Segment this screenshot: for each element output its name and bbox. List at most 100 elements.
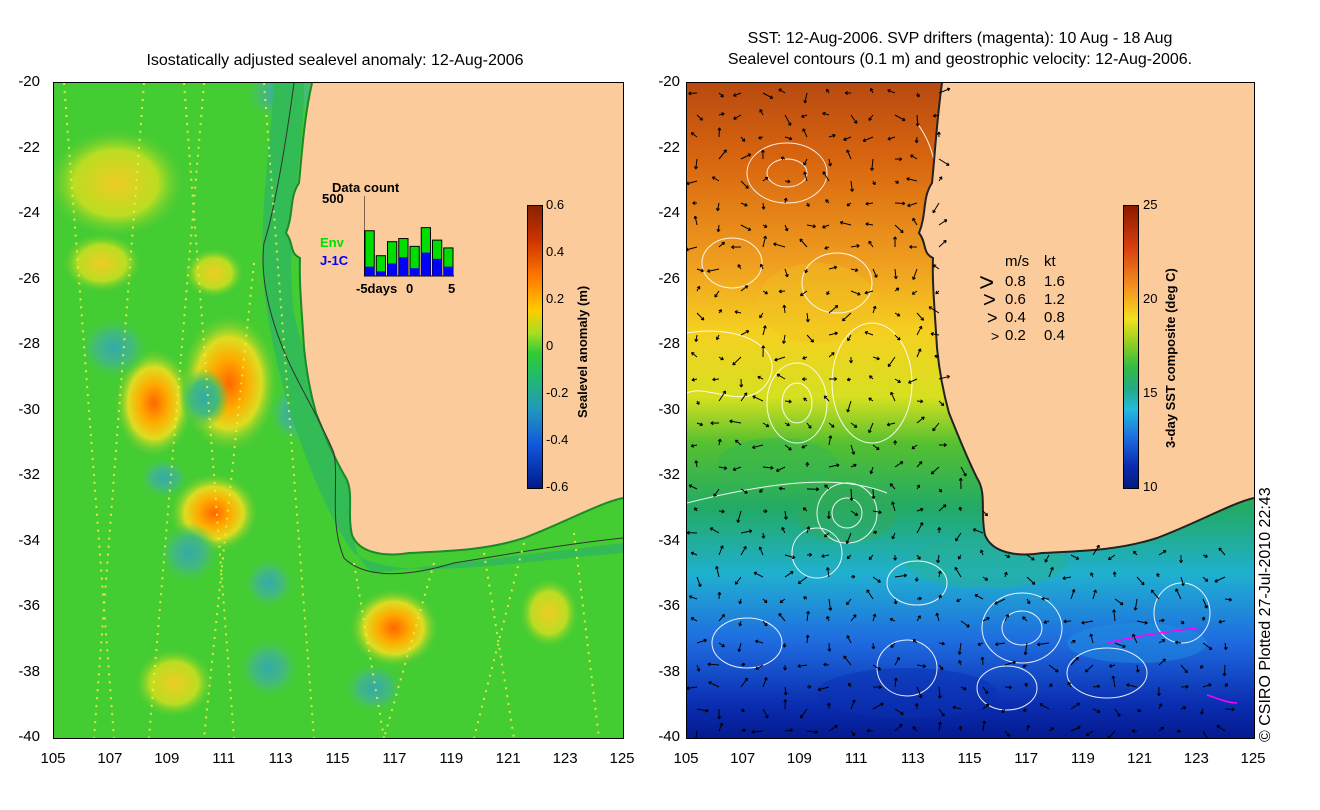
- velocity-arrow: [760, 149, 765, 160]
- velocity-arrow: [762, 224, 768, 228]
- velocity-arrow: [806, 552, 813, 557]
- velocity-arrow: [696, 268, 704, 273]
- velocity-arrow: [938, 594, 942, 600]
- left-lat-tick: -32: [18, 466, 40, 483]
- sla-colorbar-label: Sealevel anomaly (m): [575, 285, 590, 418]
- velocity-arrow: [740, 662, 746, 667]
- velocity-arrow: [753, 571, 764, 578]
- sla-colorbar-tick: 0.6: [546, 197, 565, 212]
- velocity-arrow: [1107, 554, 1116, 561]
- velocity-arrow: [1224, 597, 1232, 602]
- velocity-arrow: [825, 88, 830, 94]
- sealevel-anomaly-map[interactable]: Data count 500 Env J-1C -5days 0 5 0.6 0.…: [53, 82, 624, 739]
- sla-colorbar-tick: 0.2: [546, 291, 565, 306]
- velocity-arrow: [848, 682, 852, 688]
- velocity-arrow: [707, 662, 720, 667]
- sla-colorbar-tick: -0.6: [546, 479, 569, 494]
- velocity-arrow: [696, 114, 703, 121]
- velocity-arrow: [1223, 642, 1228, 651]
- velocity-arrow: [868, 397, 874, 402]
- velocity-arrow: [916, 522, 924, 534]
- velocity-arrow: [846, 635, 852, 644]
- velocity-arrow: [738, 620, 743, 627]
- velocity-arrow: [1092, 708, 1101, 714]
- velocity-legend-ms-header: m/s: [1005, 253, 1030, 270]
- velocity-arrow: [1202, 642, 1213, 651]
- velocity-arrow: [958, 725, 963, 732]
- velocity-arrow: [694, 158, 698, 170]
- velocity-legend-kt: 0.4: [1044, 327, 1065, 344]
- velocity-arrow: [1108, 663, 1116, 668]
- velocity-arrow: [718, 722, 724, 732]
- velocity-arrow: [886, 422, 896, 427]
- velocity-arrow: [824, 246, 830, 250]
- velocity-arrow: [782, 334, 786, 344]
- velocity-arrow: [802, 128, 808, 138]
- velocity-arrow: [994, 598, 1006, 605]
- velocity-arrow: [762, 290, 769, 295]
- velocity-arrow: [1048, 566, 1054, 578]
- sla-colorbar-tick: 0: [546, 338, 554, 353]
- right-lat-tick: -20: [658, 73, 680, 90]
- velocity-arrow: [718, 466, 728, 470]
- sst-colorbar-tick: 15: [1143, 385, 1158, 400]
- velocity-arrow: [907, 202, 918, 208]
- velocity-arrow: [960, 686, 967, 691]
- velocity-arrow: [805, 462, 810, 468]
- j1c-count-bar: [443, 266, 453, 276]
- velocity-arrow: [932, 422, 940, 432]
- velocity-arrow: [1180, 620, 1185, 625]
- velocity-arrow: [828, 435, 833, 446]
- velocity-arrow: [734, 310, 742, 315]
- left-lon-tick: 115: [325, 750, 350, 767]
- velocity-arrow: [1114, 598, 1124, 606]
- velocity-arrow: [894, 180, 900, 184]
- sst-map[interactable]: m/s kt >0.8 1.6 >0.6 1.2 >0.4 0.8 >0.2 0.4 25 20…: [686, 82, 1255, 739]
- right-lat-tick: -30: [658, 400, 680, 418]
- data-count-x-left: -5days: [356, 281, 398, 296]
- velocity-arrow: [887, 136, 896, 141]
- velocity-arrow: [696, 400, 700, 405]
- left-lat-tick: -38: [18, 662, 40, 680]
- velocity-arrow: [937, 570, 942, 578]
- velocity-arrow: [938, 641, 945, 646]
- velocity-arrow: [893, 236, 898, 248]
- velocity-arrow: [687, 180, 698, 186]
- velocity-arrow: [1136, 620, 1148, 625]
- velocity-arrow: [783, 699, 788, 710]
- velocity-arrow: [828, 331, 838, 336]
- velocity-legend-ms: 0.8: [1005, 273, 1026, 290]
- legend-j1c-label: J-1C: [320, 253, 349, 268]
- velocity-arrow: [826, 615, 830, 622]
- velocity-arrow: [843, 655, 852, 666]
- velocity-arrow: [1026, 576, 1036, 585]
- velocity-arrow: [1216, 725, 1226, 732]
- velocity-arrow: [1063, 619, 1072, 624]
- velocity-arrow: [916, 507, 924, 512]
- sst-colorbar-tick: 20: [1143, 291, 1158, 306]
- velocity-arrow: [715, 334, 720, 341]
- velocity-arrow: [695, 730, 698, 738]
- velocity-arrow: [891, 501, 896, 512]
- velocity-arrow: [869, 87, 874, 94]
- velocity-arrow: [916, 664, 927, 669]
- velocity-arrow: [822, 171, 830, 182]
- velocity-arrow: [696, 312, 705, 321]
- velocity-arrow: [752, 444, 764, 450]
- velocity-arrow: [823, 662, 830, 667]
- velocity-arrow: [690, 132, 698, 138]
- velocity-arrow: [828, 133, 836, 138]
- velocity-arrow: [958, 477, 963, 490]
- velocity-arrow: [844, 91, 852, 96]
- velocity-arrow: [762, 235, 768, 248]
- velocity-arrow: [823, 395, 830, 402]
- velocity-arrow: [912, 268, 918, 280]
- velocity-arrow: [737, 642, 742, 653]
- left-lon-tick: 107: [97, 750, 123, 767]
- velocity-arrow: [930, 466, 940, 475]
- velocity-arrow: [759, 312, 764, 319]
- velocity-arrow: [828, 463, 840, 468]
- velocity-arrow: [868, 422, 874, 434]
- velocity-arrow: [740, 728, 747, 733]
- velocity-arrow: [828, 377, 838, 381]
